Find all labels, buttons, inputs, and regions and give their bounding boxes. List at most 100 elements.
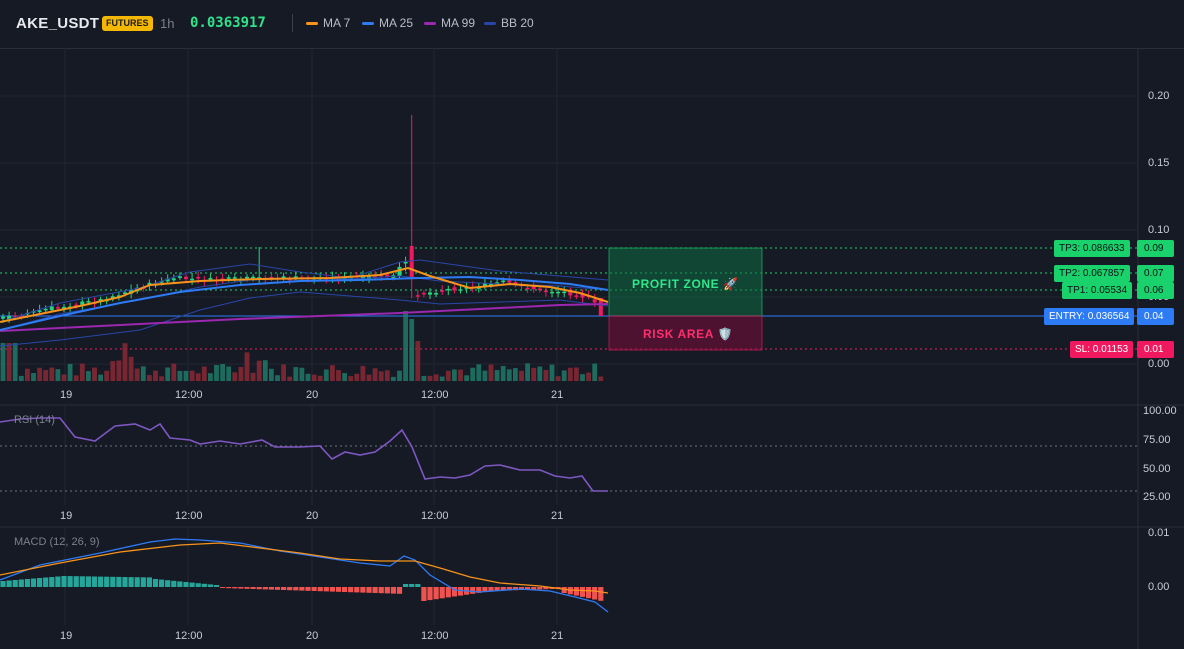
macd-histogram-bar (24, 579, 30, 587)
volume-bar (494, 370, 500, 381)
candle-body (525, 287, 530, 290)
candle-body (440, 290, 445, 292)
volume-bar (354, 373, 360, 381)
candle-body (7, 315, 12, 320)
macd-histogram-bar (396, 587, 403, 594)
macd-title[interactable]: MACD (12, 26, 9) (14, 536, 100, 548)
candle-body (495, 282, 500, 284)
tp3-tag[interactable]: TP3: 0.086633 (1054, 240, 1130, 257)
macd-histogram-bar (506, 587, 512, 591)
candle-body (98, 299, 103, 302)
macd-histogram-bar (354, 587, 360, 593)
volume-bar (348, 376, 354, 381)
volume-bar (360, 365, 366, 381)
macd-histogram-bar (457, 587, 464, 596)
volume-bar (25, 368, 30, 381)
macd-histogram-bar (342, 587, 348, 592)
volume-bar (342, 373, 347, 381)
rsi-title[interactable]: RSI (14) (14, 414, 55, 426)
legend-ma25[interactable]: MA 25 (362, 16, 413, 30)
candle-body (434, 293, 439, 295)
sl-tag[interactable]: SL: 0.01153 (1070, 341, 1134, 358)
candle-body (196, 277, 201, 279)
candle-body (556, 291, 561, 294)
bb-lower-line (0, 291, 609, 347)
candle-body (501, 280, 506, 283)
volume-bar (293, 367, 299, 381)
volume-bar (275, 375, 280, 381)
macd-histogram-bar (287, 587, 293, 591)
macd-histogram-bar (201, 583, 207, 587)
macd-histogram-bar (0, 581, 6, 587)
symbol-label[interactable]: AKE_USDT (16, 15, 100, 32)
volume-bar (201, 366, 207, 381)
macd-histogram-bar (329, 587, 335, 592)
volume-bar (567, 367, 573, 381)
price-axis-label: 0.15 (1148, 157, 1170, 169)
macd-histogram-bar (85, 576, 91, 587)
volume-bar (372, 368, 378, 381)
tp1-tag[interactable]: TP1: 0.05534 (1062, 282, 1133, 299)
candle-body (55, 307, 60, 309)
price-axis-label: 0.10 (1148, 224, 1170, 236)
candle-body (568, 290, 573, 296)
tp2-tag[interactable]: TP2: 0.067857 (1054, 265, 1130, 282)
candle-body (507, 280, 512, 283)
candle-body (110, 296, 115, 299)
macd-histogram-bar (134, 577, 140, 587)
tp3-axis-tag: 0.09 (1137, 240, 1174, 257)
macd-histogram-bar (256, 587, 262, 590)
legend-ma99[interactable]: MA 99 (424, 16, 475, 30)
volume-bar (122, 343, 128, 381)
volume-bar (104, 370, 110, 381)
volume-bar (421, 375, 427, 381)
risk-area-box[interactable] (608, 315, 763, 351)
macd-histogram-bar (18, 579, 24, 587)
profit-zone-box[interactable] (608, 247, 763, 317)
macd-histogram-bar (439, 587, 445, 599)
macd-histogram-bar (360, 587, 366, 593)
volume-bar (415, 341, 421, 381)
volume-bar (525, 363, 530, 381)
volume-bar (458, 369, 463, 381)
entry-tag[interactable]: ENTRY: 0.036564 (1044, 308, 1135, 325)
volume-bar (92, 367, 97, 381)
time-axis-label: 21 (551, 630, 564, 642)
volume-bar (384, 370, 390, 381)
volume-bar (49, 367, 55, 381)
macd-histogram-bar (250, 587, 256, 589)
risk-area-label: RISK AREA 🛡️ (643, 327, 733, 341)
macd-histogram-bar (421, 587, 427, 601)
timeframe-label[interactable]: 1h (160, 16, 175, 31)
sl-axis-tag: 0.01 (1137, 341, 1174, 358)
macd-histogram-bar (537, 587, 543, 590)
legend-ma7[interactable]: MA 7 (306, 16, 350, 30)
candle-body (489, 283, 493, 286)
legend-bb20[interactable]: BB 20 (484, 16, 534, 30)
volume-bar (445, 370, 451, 381)
macd-histogram-bar (586, 587, 592, 599)
macd-histogram-bar (268, 587, 274, 590)
rsi-axis-label: 100.00 (1143, 405, 1177, 417)
candle-body (360, 275, 365, 280)
macd-histogram-bar (61, 576, 67, 587)
candle-body (226, 277, 231, 279)
candle-body (184, 276, 188, 280)
rsi-axis-label: 50.00 (1143, 463, 1171, 475)
ma99-line (0, 303, 609, 332)
volume-bar (67, 363, 73, 381)
volume-bar (73, 375, 79, 381)
macd-histogram-bar (140, 577, 146, 587)
volume-bar (134, 368, 140, 381)
ma7-swatch-icon (306, 21, 318, 25)
candle-body (482, 283, 487, 288)
volume-bar (513, 368, 518, 381)
macd-histogram-bar (390, 587, 396, 594)
macd-histogram-bar (128, 577, 134, 587)
macd-axis-label: 0.00 (1148, 581, 1170, 593)
time-axis-label: 20 (306, 389, 319, 401)
volume-bar (177, 370, 183, 381)
candle-body (428, 292, 432, 295)
time-axis-label: 19 (60, 389, 73, 401)
